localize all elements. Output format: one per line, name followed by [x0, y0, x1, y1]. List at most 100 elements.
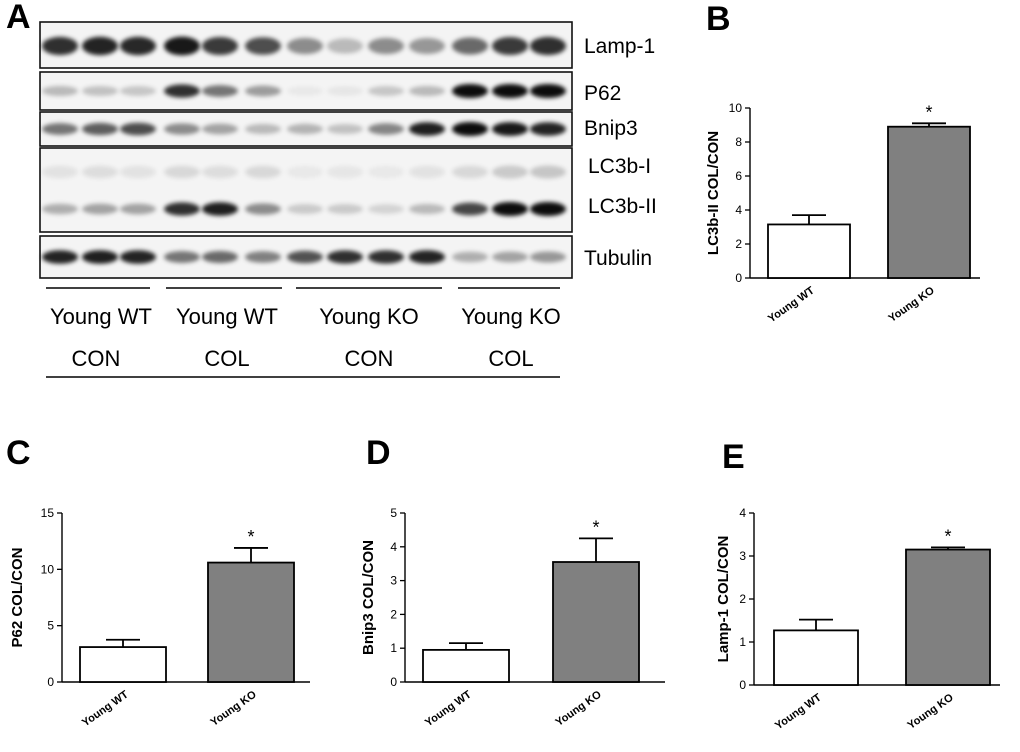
y-tick-label: 10: [41, 562, 55, 576]
y-tick-label: 3: [739, 549, 746, 563]
group-label-1-line1: Young WT: [50, 304, 152, 329]
blot-band: [120, 36, 156, 56]
blot-label-tubulin: Tubulin: [584, 247, 653, 270]
blot-band: [82, 85, 118, 97]
blot-band: [327, 165, 363, 179]
x-tick-label: Young KO: [208, 688, 259, 728]
y-tick-label: 8: [735, 135, 742, 149]
blot-band: [245, 203, 281, 215]
blot-band: [202, 37, 238, 55]
blot-band: [327, 38, 363, 54]
group-label-4-line2: COL: [488, 346, 534, 371]
x-tick-label: Young KO: [886, 284, 937, 324]
blot-band: [202, 202, 238, 216]
blot-label-lc3b-ii: LC3b-II: [588, 195, 657, 218]
blot-band: [530, 122, 566, 136]
blot-band: [530, 251, 566, 263]
blot-band: [82, 122, 118, 136]
blot-band: [245, 123, 281, 135]
y-tick-label: 0: [735, 271, 742, 285]
group-label-1-line2: CON: [71, 346, 121, 371]
significance-marker: *: [247, 527, 254, 547]
blot-band: [492, 122, 528, 136]
chart-p62: 0 5 10 15 P62 COL/CON Young WT * Young KO: [9, 506, 310, 729]
blot-band: [368, 123, 404, 135]
blot-band: [492, 37, 528, 55]
blot-strip-lc3b: [39, 147, 573, 233]
chart-lc3b-ii: 0 2 4 6 8 10 LC3b-II COL/CON Young WT * Young KO: [705, 101, 980, 325]
blot-band: [82, 250, 118, 264]
chart-bnip3: 0 1 2 3 4 5 Bnip3 COL/CON Young WT * Young KO: [360, 506, 665, 729]
blot-band: [164, 123, 200, 135]
blot-label-lamp1: Lamp-1: [584, 35, 656, 58]
y-tick-label: 0: [739, 678, 746, 692]
y-tick-label: 1: [739, 635, 746, 649]
blot-band: [530, 84, 566, 98]
group-label-3-line1: Young KO: [319, 304, 419, 329]
blot-band: [245, 251, 281, 263]
blot-band: [287, 123, 323, 135]
blot-band: [327, 250, 363, 264]
x-tick-label: Young WT: [766, 284, 817, 325]
y-tick-label: 10: [729, 101, 743, 115]
group-label-3-line2: CON: [344, 346, 394, 371]
y-axis-label: Bnip3 COL/CON: [360, 540, 377, 655]
blot-band: [492, 251, 528, 263]
blot-label-bnip3: Bnip3: [584, 117, 638, 140]
blot-band: [42, 203, 78, 215]
x-tick-label: Young WT: [773, 691, 824, 732]
blot-band: [452, 202, 488, 216]
blot-band: [368, 165, 404, 179]
group-label-2-line2: COL: [204, 346, 250, 371]
blot-band: [120, 122, 156, 136]
blot-band: [409, 122, 445, 136]
group-label-4-line1: Young KO: [461, 304, 561, 329]
blot-band: [42, 85, 78, 97]
blot-band: [492, 84, 528, 98]
panel-letter-d: D: [366, 434, 391, 472]
blot-band: [245, 165, 281, 179]
blot-band: [164, 36, 200, 56]
y-tick-label: 2: [739, 592, 746, 606]
blot-band: [164, 84, 200, 98]
blot-band: [452, 165, 488, 179]
panel-letter-a: A: [6, 0, 31, 36]
blot-band: [120, 86, 156, 96]
blot-label-lc3b-i: LC3b-I: [588, 155, 652, 178]
blot-band: [202, 123, 238, 135]
blot-band: [287, 86, 323, 96]
y-tick-label: 4: [735, 203, 742, 217]
blot-band: [164, 251, 200, 263]
blot-band: [202, 251, 238, 263]
y-tick-label: 15: [41, 506, 55, 520]
y-tick-label: 2: [390, 607, 397, 621]
bar: [207, 561, 295, 683]
x-tick-label: Young WT: [423, 688, 474, 729]
blot-band: [368, 204, 404, 214]
group-label-2-line1: Young WT: [176, 304, 278, 329]
blot-band: [82, 36, 118, 56]
blot-band: [409, 165, 445, 179]
panel-letter-c: C: [6, 434, 31, 472]
x-tick-label: Young KO: [905, 691, 956, 731]
blot-band: [202, 165, 238, 179]
blot-band: [368, 37, 404, 55]
blot-band: [530, 202, 566, 216]
blot-band: [202, 85, 238, 97]
bar: [773, 629, 859, 686]
blot-band: [287, 37, 323, 55]
blot-band: [409, 38, 445, 54]
blot-band: [452, 251, 488, 263]
blot-band: [409, 250, 445, 264]
blot-band: [42, 36, 78, 56]
blot-band: [82, 203, 118, 215]
blot-band: [327, 123, 363, 135]
blot-band: [409, 85, 445, 97]
y-tick-label: 4: [739, 506, 746, 520]
blot-band: [452, 122, 488, 136]
blot-band: [327, 204, 363, 214]
panel-letter-e: E: [722, 438, 745, 476]
western-blot-image: [39, 21, 573, 289]
y-tick-label: 5: [47, 619, 54, 633]
blot-band: [530, 165, 566, 179]
